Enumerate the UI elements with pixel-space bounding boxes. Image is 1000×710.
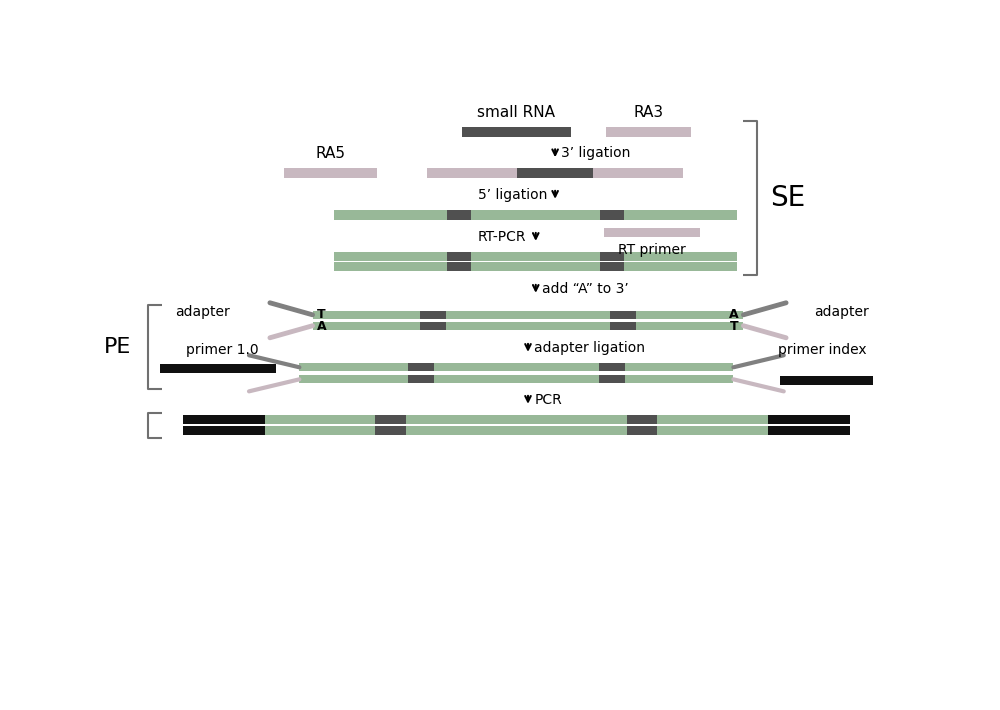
Bar xyxy=(600,252,624,261)
Bar xyxy=(446,322,610,330)
Bar xyxy=(610,322,636,330)
Bar xyxy=(447,263,471,271)
Bar xyxy=(606,127,691,136)
Text: 3’ ligation: 3’ ligation xyxy=(561,146,631,160)
Text: adapter ligation: adapter ligation xyxy=(534,341,645,354)
Bar xyxy=(599,364,625,371)
Bar xyxy=(636,310,743,319)
Bar xyxy=(624,252,737,261)
Text: RT primer: RT primer xyxy=(618,243,686,256)
Bar xyxy=(434,364,599,371)
Bar xyxy=(625,376,733,383)
Bar xyxy=(517,168,593,178)
Bar xyxy=(627,415,657,425)
Bar xyxy=(593,168,683,178)
Bar xyxy=(471,252,600,261)
Bar xyxy=(299,376,408,383)
Bar xyxy=(768,415,850,425)
Bar xyxy=(780,376,873,385)
Bar xyxy=(462,127,571,136)
Bar xyxy=(406,415,627,425)
Text: RT-PCR: RT-PCR xyxy=(478,229,526,244)
Bar xyxy=(471,263,600,271)
Bar xyxy=(768,426,850,435)
Bar xyxy=(427,168,517,178)
Bar xyxy=(334,263,447,271)
Bar xyxy=(624,210,737,220)
Bar xyxy=(408,376,434,383)
Bar xyxy=(610,310,636,319)
Bar xyxy=(334,252,447,261)
Text: small RNA: small RNA xyxy=(477,105,555,120)
Bar xyxy=(299,364,408,371)
Bar xyxy=(420,322,446,330)
Bar xyxy=(434,376,599,383)
Bar xyxy=(446,310,610,319)
Bar xyxy=(160,364,276,373)
Text: A: A xyxy=(317,320,327,333)
Bar xyxy=(408,364,434,371)
Bar xyxy=(471,210,600,220)
Text: A: A xyxy=(729,307,739,321)
Bar xyxy=(375,426,406,435)
Bar xyxy=(657,426,768,435)
Bar xyxy=(627,426,657,435)
Bar xyxy=(636,322,743,330)
Bar xyxy=(375,415,406,425)
Bar xyxy=(600,210,624,220)
Bar xyxy=(313,310,420,319)
Bar xyxy=(406,426,627,435)
Text: RA3: RA3 xyxy=(633,105,663,120)
Text: 5’ ligation: 5’ ligation xyxy=(478,187,547,202)
Bar xyxy=(420,310,446,319)
Bar xyxy=(183,426,264,435)
Bar xyxy=(624,263,737,271)
Text: T: T xyxy=(730,320,739,333)
Text: primer 1.0: primer 1.0 xyxy=(186,344,258,357)
Bar xyxy=(183,415,264,425)
Text: adapter: adapter xyxy=(175,305,230,319)
Bar xyxy=(625,364,733,371)
Bar xyxy=(284,168,377,178)
Text: RA5: RA5 xyxy=(315,146,345,161)
Text: PE: PE xyxy=(104,337,131,357)
Bar xyxy=(313,322,420,330)
Bar xyxy=(447,210,471,220)
Text: adapter: adapter xyxy=(814,305,869,319)
Text: primer index: primer index xyxy=(778,344,867,357)
Bar xyxy=(334,210,447,220)
Bar xyxy=(600,263,624,271)
Bar xyxy=(264,426,375,435)
Text: SE: SE xyxy=(771,184,806,212)
Bar xyxy=(264,415,375,425)
Bar xyxy=(447,252,471,261)
Bar xyxy=(599,376,625,383)
Bar xyxy=(604,228,700,237)
Text: T: T xyxy=(317,307,326,321)
Bar xyxy=(657,415,768,425)
Text: PCR: PCR xyxy=(534,393,562,407)
Text: add “A” to 3’: add “A” to 3’ xyxy=(542,282,629,295)
